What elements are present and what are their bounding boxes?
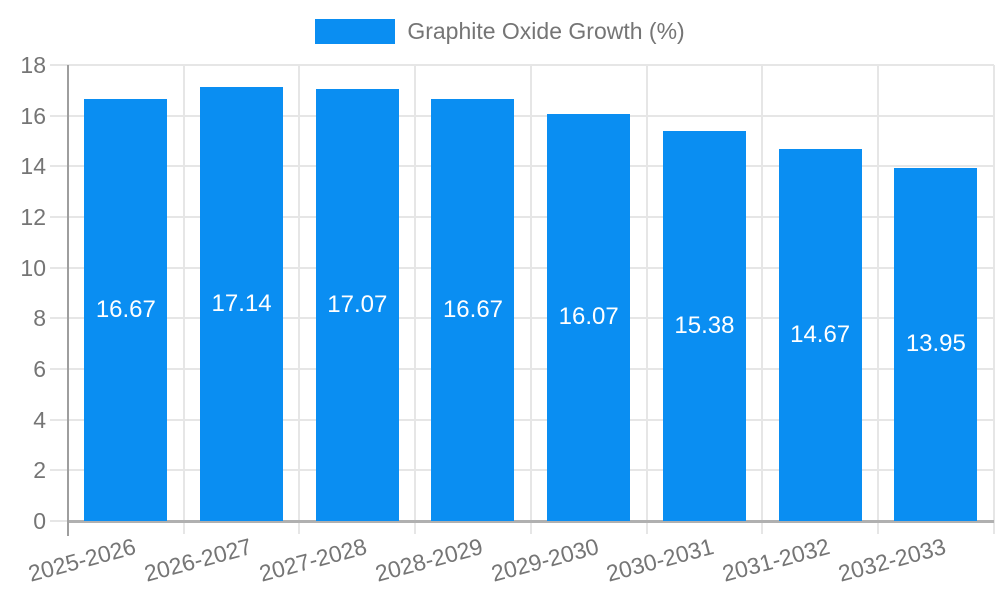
y-axis-label: 16: [20, 102, 46, 129]
x-axis-label: 2030-2031: [603, 533, 717, 587]
bar[interactable]: [894, 167, 978, 521]
bar-value-label: 17.14: [211, 289, 272, 317]
y-axis-label: 6: [33, 356, 46, 382]
bar[interactable]: [662, 131, 746, 521]
bar-value-label: 16.67: [442, 295, 504, 323]
y-tick: [50, 165, 68, 168]
bar-value-label: 17.07: [327, 290, 388, 318]
y-tick: [50, 317, 68, 320]
y-tick: [50, 216, 68, 218]
y-axis-label: 0: [33, 508, 46, 534]
y-axis-label: 10: [20, 254, 46, 281]
y-tick: [50, 469, 68, 472]
x-axis-label: 2032-2033: [835, 533, 949, 587]
x-axis-label: 2031-2032: [719, 533, 833, 587]
bar[interactable]: [778, 149, 862, 521]
y-axis-label: 14: [20, 153, 46, 180]
bar-value-label: 16.67: [95, 295, 156, 323]
y-axis-label: 2: [33, 457, 46, 484]
y-axis-label: 18: [20, 52, 46, 78]
bar-value-label: 14.67: [790, 321, 851, 349]
y-axis-label: 12: [20, 204, 46, 230]
y-tick: [50, 114, 68, 117]
gridline-vertical: [298, 65, 301, 534]
y-tick: [50, 520, 68, 522]
gridline-vertical: [182, 65, 185, 534]
x-axis-label: 2026-2027: [141, 533, 255, 587]
legend-label: Graphite Oxide Growth (%): [407, 18, 685, 44]
gridline-vertical: [992, 65, 995, 534]
gridline-vertical: [876, 65, 879, 534]
bar-value-label: 15.38: [674, 312, 735, 340]
x-axis-label: 2028-2029: [372, 533, 486, 587]
bar[interactable]: [200, 86, 284, 521]
gridline-vertical: [414, 65, 417, 534]
y-tick: [50, 418, 68, 421]
bar[interactable]: [315, 88, 399, 521]
x-axis-label: 2029-2030: [488, 533, 602, 587]
y-tick: [50, 64, 68, 66]
legend-swatch: [315, 18, 396, 44]
bar-value-label: 16.07: [558, 303, 619, 331]
x-axis-label: 2027-2028: [256, 533, 370, 587]
bar-value-label: 13.95: [905, 330, 966, 358]
y-axis-line: [67, 65, 69, 536]
legend[interactable]: Graphite Oxide Growth (%): [0, 17, 1000, 45]
bar[interactable]: [547, 113, 631, 521]
x-baseline: [68, 520, 994, 523]
y-axis-label: 8: [33, 305, 46, 332]
gridline-vertical: [645, 65, 648, 534]
y-tick: [50, 266, 68, 269]
x-axis-label: 2025-2026: [25, 533, 139, 587]
y-axis-label: 4: [33, 406, 46, 433]
bar[interactable]: [84, 98, 168, 521]
bar[interactable]: [431, 98, 515, 521]
gridline-vertical: [761, 65, 764, 534]
gridline-vertical: [529, 65, 532, 534]
y-tick: [50, 368, 68, 370]
